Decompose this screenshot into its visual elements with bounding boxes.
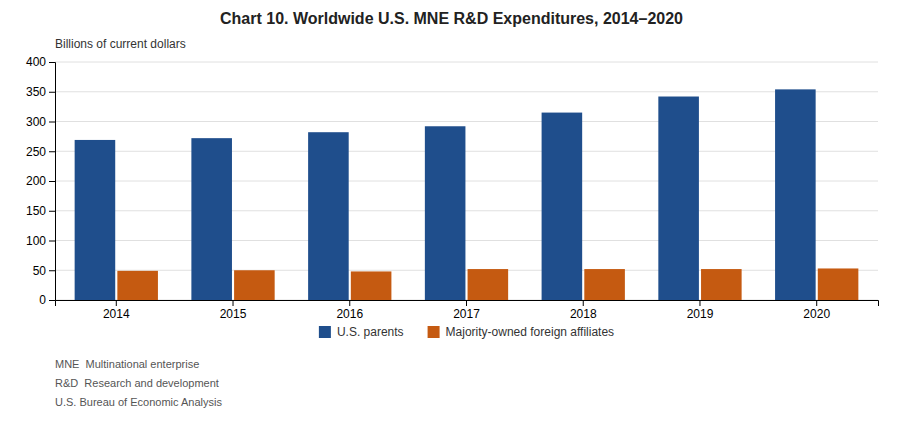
legend-label: Majority-owned foreign affiliates xyxy=(446,325,615,339)
tick-mark xyxy=(49,122,55,123)
tick-label: 300 xyxy=(26,115,46,129)
chart-svg: Chart 10. Worldwide U.S. MNE R&D Expendi… xyxy=(0,0,903,425)
tick-label: 2019 xyxy=(687,307,714,321)
tick-label: 200 xyxy=(26,174,46,188)
bar xyxy=(584,269,625,300)
x-tick: 2019 xyxy=(687,300,714,321)
tick-mark xyxy=(49,300,55,301)
legend-item: U.S. parents xyxy=(319,325,404,339)
bar xyxy=(308,132,349,300)
bar xyxy=(468,269,509,300)
tick-label: 400 xyxy=(26,55,46,69)
bar xyxy=(75,140,116,300)
legend-swatch xyxy=(428,326,440,338)
legend-swatch xyxy=(319,326,331,338)
bars xyxy=(75,89,859,300)
grid-line xyxy=(55,62,878,63)
grid-line xyxy=(55,240,878,241)
y-tick: 100 xyxy=(26,234,55,248)
y-tick: 350 xyxy=(26,85,55,99)
bar xyxy=(658,97,699,300)
grid-line xyxy=(55,181,878,182)
chart-container: Chart 10. Worldwide U.S. MNE R&D Expendi… xyxy=(0,0,903,425)
tick-label: 2017 xyxy=(453,307,480,321)
y-tick: 150 xyxy=(26,204,55,218)
x-tick: 2017 xyxy=(453,300,480,321)
tick-label: 2014 xyxy=(103,307,130,321)
legend-item: Majority-owned foreign affiliates xyxy=(428,325,615,339)
grid-line xyxy=(55,91,878,92)
bar xyxy=(818,268,859,300)
tick-mark xyxy=(466,300,467,306)
tick-mark xyxy=(49,181,55,182)
tick-mark xyxy=(699,300,700,306)
tick-mark xyxy=(49,211,55,212)
tick-mark xyxy=(816,300,817,306)
y-axis-label: Billions of current dollars xyxy=(55,37,186,51)
tick-label: 350 xyxy=(26,85,46,99)
bar xyxy=(191,138,232,300)
x-tick: 2015 xyxy=(220,300,247,321)
tick-label: 2015 xyxy=(220,307,247,321)
tick-label: 2018 xyxy=(570,307,597,321)
bar xyxy=(701,269,742,300)
x-tick: 2016 xyxy=(336,300,363,321)
axis-domain xyxy=(56,301,879,307)
tick-label: 0 xyxy=(39,293,46,307)
tick-mark xyxy=(49,270,55,271)
legend: U.S. parents Majority-owned foreign affil… xyxy=(319,325,614,339)
tick-label: 50 xyxy=(33,264,47,278)
bar xyxy=(425,126,466,300)
footnote: R&D Research and development xyxy=(55,377,219,389)
bar-series xyxy=(117,268,858,300)
tick-mark xyxy=(49,62,55,63)
grid-line xyxy=(55,121,878,122)
x-tick: 2020 xyxy=(803,300,830,321)
tick-mark xyxy=(233,300,234,306)
tick-mark xyxy=(583,300,584,306)
legend-label: U.S. parents xyxy=(337,325,404,339)
x-tick: 2014 xyxy=(103,300,130,321)
y-tick: 250 xyxy=(26,145,55,159)
grid xyxy=(55,62,878,300)
y-axis: 0 50 100 150 200 250 300 350 400 xyxy=(26,55,56,307)
tick-mark xyxy=(116,300,117,306)
tick-label: 2020 xyxy=(803,307,830,321)
tick-label: 250 xyxy=(26,145,46,159)
grid-line xyxy=(55,270,878,271)
grid-line xyxy=(55,151,878,152)
x-axis: 2014 2015 2016 2017 2018 2019 2020 xyxy=(56,300,879,321)
tick-mark xyxy=(49,151,55,152)
footnotes: MNE Multinational enterprise R&D Research… xyxy=(55,358,222,408)
bar-series xyxy=(75,89,816,300)
tick-label: 150 xyxy=(26,204,46,218)
bar xyxy=(117,271,158,300)
tick-mark xyxy=(49,241,55,242)
grid-line xyxy=(55,210,878,211)
bar xyxy=(351,271,392,300)
tick-label: 100 xyxy=(26,234,46,248)
y-tick: 400 xyxy=(26,55,55,69)
y-tick: 0 xyxy=(39,293,55,307)
footnote: U.S. Bureau of Economic Analysis xyxy=(55,396,222,408)
tick-mark xyxy=(349,300,350,306)
x-tick: 2018 xyxy=(570,300,597,321)
bar xyxy=(542,113,583,300)
y-tick: 50 xyxy=(33,264,55,278)
tick-mark xyxy=(49,92,55,93)
y-tick: 200 xyxy=(26,174,55,188)
plot-area: 0 50 100 150 200 250 300 350 400 2014 2015 2016 2017… xyxy=(26,55,879,320)
title: Chart 10. Worldwide U.S. MNE R&D Expendi… xyxy=(220,10,683,27)
footnote: MNE Multinational enterprise xyxy=(55,358,199,370)
axis-domain xyxy=(49,63,56,301)
bar xyxy=(775,89,816,300)
y-tick: 300 xyxy=(26,115,55,129)
tick-label: 2016 xyxy=(336,307,363,321)
bar xyxy=(234,270,275,300)
